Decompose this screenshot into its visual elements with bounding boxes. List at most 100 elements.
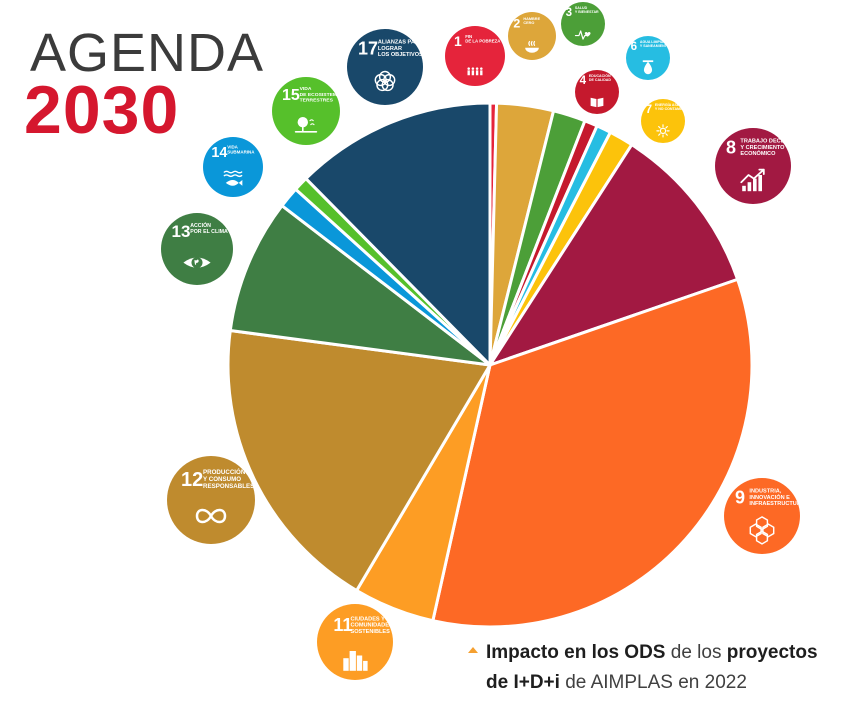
ods-badge-label: SOSTENIBLES <box>351 629 391 635</box>
ods-badge-label: Y BIENESTAR <box>575 10 599 14</box>
ods-badge-label: PRODUCCIÓN <box>203 468 246 476</box>
ods-badge-label: FIN <box>465 34 472 39</box>
bowl-icon <box>525 40 539 53</box>
pie-slice-ods-13 <box>228 204 492 367</box>
chart-caption: Impacto en los ODS de los proyectos de I… <box>468 638 861 698</box>
flower-icon <box>374 70 396 92</box>
ods-badge-circle <box>317 604 393 680</box>
ods-badge-number: 12 <box>181 469 203 491</box>
water-drop-icon <box>642 60 654 75</box>
ods-badge-circle <box>161 213 233 285</box>
ods-badge-circle <box>715 128 791 204</box>
ods-badge-circle <box>508 12 556 60</box>
ods-badge-label: POR EL CLIMA <box>190 229 228 235</box>
caption-part-2: de los <box>665 642 727 663</box>
ods-badge-label: LOS OBJETIVOS <box>378 52 423 58</box>
ods-badge-number: 3 <box>566 6 573 19</box>
caption-part-1: Impacto en los ODS <box>486 642 666 663</box>
heartbeat-icon <box>574 30 591 40</box>
cubes-icon <box>749 516 775 545</box>
ods-badge-circle <box>575 70 619 114</box>
ods-badge-number: 11 <box>333 615 352 635</box>
ods-badge-label: DE CALIDAD <box>589 78 611 82</box>
caption-part-5: de AIMPLAS en 2022 <box>559 672 747 693</box>
ods-badge-circle <box>724 478 800 554</box>
ods-badge-label: LOGRAR <box>378 46 402 52</box>
ods-badge-circle <box>561 2 605 46</box>
ods-badge-label: Y CONSUMO <box>203 476 241 483</box>
ods-badge-label: DE LA POBREZA <box>465 39 501 44</box>
ods-badge-number: 1 <box>454 33 462 49</box>
ods-badge-number: 15 <box>282 87 300 104</box>
family-icon <box>467 67 483 76</box>
logo-line-agenda: AGENDA <box>30 23 265 83</box>
ods-badge-label: Y CRECIMIENTO <box>740 145 785 151</box>
logo-line-2030: 2030 <box>24 72 180 148</box>
ods-badge-circle <box>203 137 263 197</box>
ods-badge-label: ENERGÍA ASEQUIBLE <box>655 102 694 107</box>
ods-badge-label: HAMBRE <box>523 17 540 21</box>
ods-badge-circle <box>626 36 670 80</box>
caption-part-4: de I+D+i <box>486 672 560 693</box>
pie-slice-ods-12 <box>226 329 492 593</box>
ods-badge-label: Y NO CONTAMINANTE <box>655 107 694 111</box>
ods-badge-label: VIDA <box>227 144 238 149</box>
ods-badge-label: VIDA <box>300 86 312 92</box>
caption-part-3: proyectos <box>726 642 818 663</box>
ods-badge-label: RESPONSABLES <box>203 483 254 490</box>
ods-badge-label: INNOVACIÓN E <box>749 493 790 501</box>
pie-slice-ods-17 <box>304 101 492 367</box>
sun-icon <box>656 124 670 138</box>
ods-badge-label: ECONÓMICO <box>740 149 776 157</box>
ods-badge-label: INDUSTRIA, <box>749 489 781 495</box>
ods-badge-label: CERO <box>523 21 534 25</box>
ods-badge-label: COMUNIDADES <box>351 623 393 629</box>
ods-badge-number: 6 <box>631 40 638 53</box>
eye-globe-icon <box>183 257 211 269</box>
ods-badge-number: 4 <box>580 74 587 87</box>
ods-badge-number: 9 <box>735 487 745 507</box>
caption-triangle-icon <box>468 647 478 653</box>
city-icon <box>343 651 368 671</box>
ods-badge-label: TERRESTRES <box>300 97 334 103</box>
fish-icon <box>223 170 243 186</box>
ods-badge-number: 8 <box>726 137 736 157</box>
ods-badge-label: SUBMARINA <box>227 149 255 154</box>
ods-badge-circle <box>347 29 423 105</box>
ods-badge-label: EDUCACIÓN <box>589 73 611 78</box>
ods-badge-number: 13 <box>172 222 191 241</box>
pie-slice-ods-8 <box>488 143 740 367</box>
book-icon <box>590 97 604 108</box>
ods-badge-circle <box>445 26 505 86</box>
ods-badge-number: 14 <box>211 145 227 161</box>
ods-badge-label: Y SANEAMIENTO <box>640 44 670 48</box>
ods-badge-circle <box>167 456 255 544</box>
ods-badge-label: AGUA LIMPIA <box>640 40 664 44</box>
tree-icon <box>294 117 318 133</box>
ods-badge-label: ALIANZAS PARA <box>378 40 423 46</box>
pie-slice-ods-9 <box>431 277 754 629</box>
ods-badge-label: SALUD <box>575 6 588 10</box>
ods-badge-label: CIUDADES Y <box>351 616 386 622</box>
ods-badge-label: TRABAJO DECENTE <box>740 139 795 145</box>
ods-badge-label: DE ECOSISTEMAS <box>300 92 345 98</box>
ods-badge-number: 2 <box>513 16 520 30</box>
ods-badge-circle <box>641 99 685 143</box>
pie-slices <box>226 101 754 629</box>
